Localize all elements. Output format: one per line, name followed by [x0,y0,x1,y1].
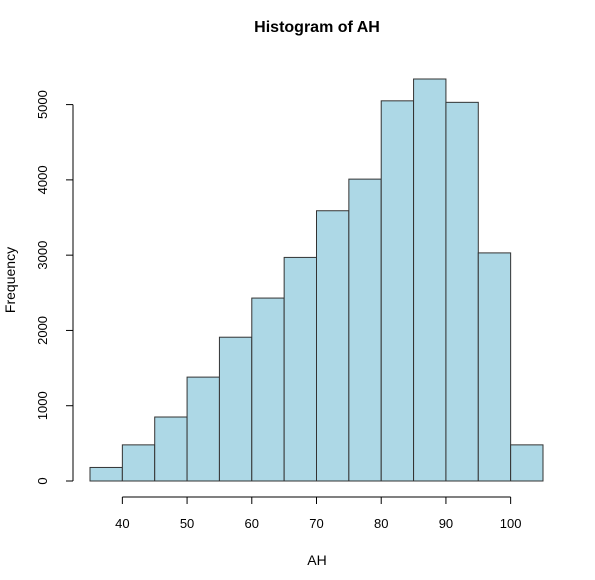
x-axis-label: AH [307,552,326,568]
y-tick-label: 3000 [35,241,50,270]
histogram-bar [283,256,317,482]
histogram-bars [89,78,544,482]
histogram-bar [413,78,447,482]
x-tick-label: 40 [115,516,129,531]
y-tick-label: 2000 [35,316,50,345]
histogram-bar [89,466,123,482]
y-tick-label: 0 [35,477,50,484]
histogram-bar [348,178,382,482]
x-tick-label: 80 [374,516,388,531]
histogram-bar [218,336,253,482]
x-tick-label: 90 [439,516,453,531]
y-tick-label: 1000 [35,391,50,420]
histogram-bar [121,444,156,482]
histogram-bar [380,100,415,482]
chart-title: Histogram of AH [254,19,380,36]
x-tick-label: 50 [180,516,194,531]
x-tick-label: 100 [500,516,522,531]
y-axis: 0 1000 2000 3000 4000 5000 [35,90,74,485]
histogram-bar [316,210,350,482]
histogram-bar [154,416,188,482]
histogram-bar [186,376,220,482]
y-tick-label: 5000 [35,90,50,119]
histogram-bar [477,252,512,482]
histogram-bar [510,444,544,482]
y-axis-label: Frequency [2,247,18,313]
histogram-bar [251,297,285,482]
x-tick-label: 70 [309,516,323,531]
y-tick-label: 4000 [35,165,50,194]
x-tick-label: 60 [245,516,259,531]
x-axis: 40 50 60 70 80 90 100 [115,496,522,531]
histogram-bar [445,101,479,482]
